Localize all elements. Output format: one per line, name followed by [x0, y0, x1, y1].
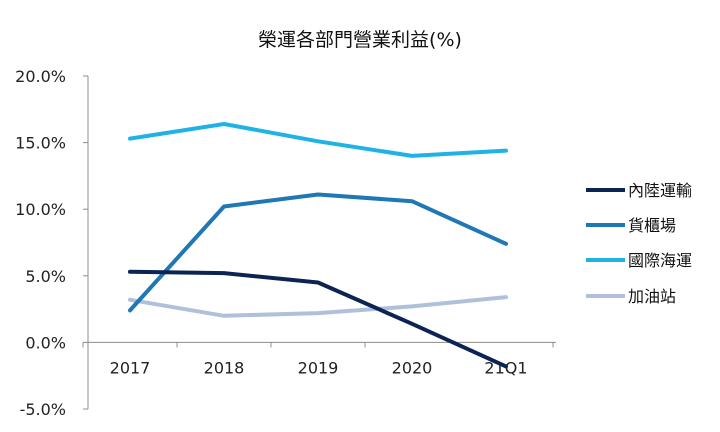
- series-line: [128, 295, 508, 318]
- y-tick-label: 20.0%: [15, 67, 66, 86]
- series-line: [128, 122, 508, 158]
- axes: 20.0% 15.0% 10.0% 5.0% 0.0% -5.0% 2017 2018 2019…: [15, 67, 556, 419]
- x-tick-label: 2017: [110, 358, 151, 377]
- series-line: [128, 192, 508, 313]
- legend-label: 國際海運: [628, 251, 692, 270]
- y-tick-label: 15.0%: [15, 134, 66, 153]
- chart-title: 榮運各部門營業利益(%): [258, 29, 462, 51]
- x-tick-label: 2020: [392, 358, 433, 377]
- x-tick-label: 2018: [204, 358, 245, 377]
- legend-label: 內陸運輸: [628, 181, 692, 200]
- series-layer: [128, 122, 508, 369]
- series-line: [128, 269, 508, 369]
- y-tick-label: 0.0%: [25, 333, 66, 352]
- y-tick-label: -5.0%: [20, 400, 66, 419]
- legend-label: 加油站: [628, 287, 676, 306]
- y-tick-label: 5.0%: [25, 267, 66, 286]
- x-tick-label: 2019: [298, 358, 339, 377]
- y-tick-label: 10.0%: [15, 200, 66, 219]
- legend-label: 貨櫃場: [628, 216, 676, 235]
